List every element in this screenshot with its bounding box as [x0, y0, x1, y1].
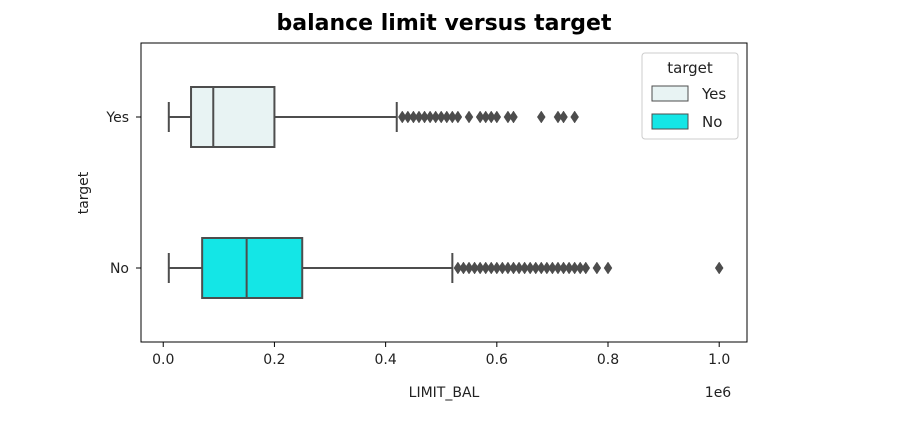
outlier-point — [464, 110, 474, 124]
y-axis-label: target — [76, 171, 92, 214]
legend-entry-no: No — [702, 113, 722, 131]
chart-title: balance limit versus target — [276, 11, 611, 36]
legend-swatch-yes — [651, 85, 689, 102]
outlier-point — [592, 261, 602, 275]
legend: target Yes No — [641, 52, 739, 140]
outlier-point — [570, 110, 579, 124]
x-offset-label: 1e6 — [705, 385, 732, 401]
legend-entry-yes: Yes — [701, 85, 726, 103]
box-no — [167, 237, 724, 299]
outlier-point — [559, 110, 568, 124]
outlier-point — [536, 110, 546, 124]
x-tick-label: 1.0 — [708, 352, 730, 368]
outlier-point — [603, 261, 613, 275]
legend-swatch-no — [651, 113, 689, 130]
x-axis: 0.0 0.2 0.4 0.6 0.8 1.0 — [152, 342, 730, 368]
y-axis: Yes No — [105, 110, 141, 277]
x-tick-label: 0.0 — [152, 352, 174, 368]
y-tick-label: Yes — [105, 110, 129, 126]
iqr-box — [201, 237, 304, 299]
outlier-point — [492, 110, 502, 124]
iqr-box — [190, 86, 276, 148]
x-tick-label: 0.6 — [486, 352, 508, 368]
x-tick-label: 0.8 — [597, 352, 619, 368]
plot-frame — [140, 42, 748, 343]
box-yes — [167, 86, 579, 148]
plot-area — [140, 42, 748, 343]
outlier-point — [714, 261, 724, 275]
legend-title: target — [667, 59, 713, 77]
y-tick-label: No — [110, 261, 129, 277]
x-tick-label: 0.2 — [263, 352, 285, 368]
outlier-point — [453, 110, 463, 124]
x-tick-label: 0.4 — [374, 352, 396, 368]
outlier-point — [581, 261, 591, 275]
x-axis-label: LIMIT_BAL — [409, 385, 480, 401]
outlier-point — [509, 110, 518, 124]
